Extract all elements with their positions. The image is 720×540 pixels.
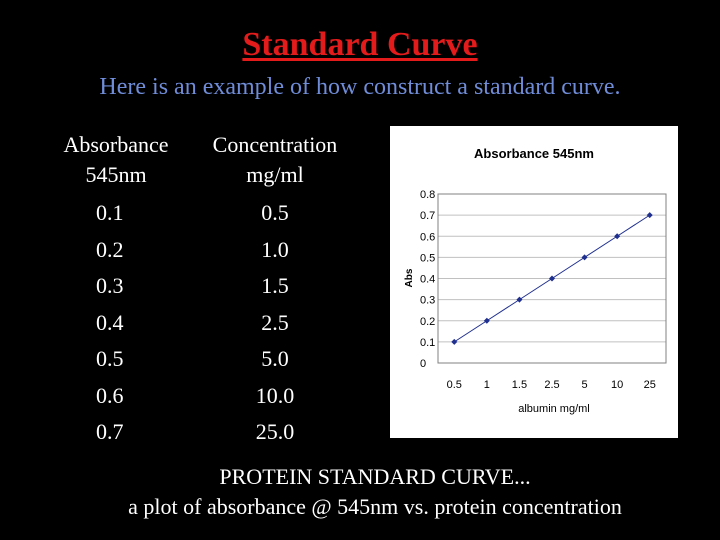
- y-tick-label: 0.4: [420, 274, 435, 286]
- y-tick-label: 0.1: [420, 337, 435, 349]
- x-tick-label: 1: [484, 379, 490, 391]
- concentration-header-line1: Concentration: [212, 132, 338, 157]
- standard-curve-chart: Absorbance 545nm 0 0.1 0.2 0.3 0.4 0.5 0.6 0.7 0.…: [404, 146, 667, 415]
- data-point: [614, 233, 621, 240]
- x-tick-label: 0.5: [447, 379, 462, 391]
- absorbance-cell: 0.6: [96, 382, 124, 408]
- data-point: [451, 338, 458, 345]
- absorbance-cell: 0.1: [96, 200, 124, 225]
- concentration-header-line2: mg/ml: [246, 162, 304, 187]
- concentration-cell: 1.5: [261, 273, 289, 298]
- concentration-cell: 5.0: [261, 346, 289, 371]
- x-tick-label: 25: [644, 379, 656, 391]
- y-tick-label: 0.8: [420, 189, 435, 201]
- chart-panel: Absorbance 545nm 0 0.1 0.2 0.3 0.4 0.5 0.6 0.7 0.…: [390, 126, 678, 438]
- y-tick-label: 0.5: [420, 252, 435, 264]
- slide-caption: PROTEIN STANDARD CURVE... a plot of abso…: [0, 462, 720, 522]
- x-tick-label: 10: [611, 379, 623, 391]
- concentration-cell: 1.0: [261, 236, 289, 262]
- data-point: [581, 254, 588, 261]
- y-tick-label: 0: [420, 358, 426, 370]
- concentration-cell: 2.5: [261, 309, 289, 335]
- caption-line-1: PROTEIN STANDARD CURVE...: [219, 464, 531, 489]
- x-tick-label: 2.5: [544, 379, 559, 391]
- concentration-cell: 10.0: [255, 382, 295, 408]
- chart-title: Absorbance 545nm: [474, 146, 594, 161]
- slide-title: Standard Curve: [242, 26, 478, 63]
- y-tick-label: 0.6: [420, 231, 435, 243]
- plot-area: [437, 193, 667, 364]
- absorbance-cell: 0.4: [96, 309, 124, 335]
- concentration-column: Concentration mg/ml 0.5 1.0 1.5 2.5 5.0 10.0 2…: [195, 130, 355, 444]
- absorbance-cell: 0.2: [96, 236, 124, 262]
- x-axis-label: albumin mg/ml: [518, 403, 590, 415]
- y-tick-label: 0.2: [420, 316, 435, 328]
- absorbance-cell: 0.5: [96, 346, 124, 371]
- concentration-cell: 25.0: [255, 419, 295, 444]
- data-point: [483, 317, 490, 324]
- x-tick-label: 5: [582, 379, 588, 391]
- y-axis-label: Abs: [404, 268, 415, 287]
- absorbance-column: Absorbance 545nm 0.1 0.2 0.3 0.4 0.5 0.6 0.7: [36, 130, 196, 444]
- absorbance-header-line2: 545nm: [85, 162, 147, 187]
- caption-line-2: a plot of absorbance @ 545nm vs. protein…: [128, 494, 622, 519]
- slide-subtitle: Here is an example of how construct a st…: [99, 74, 621, 100]
- data-point: [516, 296, 523, 303]
- data-point: [549, 275, 555, 282]
- absorbance-cell: 0.7: [96, 419, 124, 444]
- absorbance-header-line1: Absorbance: [63, 132, 169, 157]
- x-tick-label: 1.5: [512, 379, 527, 391]
- concentration-cell: 0.5: [261, 200, 289, 225]
- y-tick-label: 0.3: [420, 295, 435, 307]
- y-tick-label: 0.7: [420, 210, 435, 222]
- data-point: [646, 212, 653, 219]
- absorbance-cell: 0.3: [96, 273, 124, 298]
